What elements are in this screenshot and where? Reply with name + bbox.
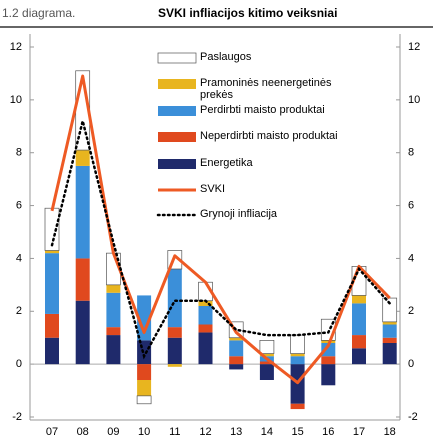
bar-segment	[167, 327, 182, 338]
bar-segment	[259, 353, 274, 357]
x-tick-label: 18	[384, 426, 396, 438]
legend-swatch	[158, 79, 196, 89]
y2-tick-label: 10	[408, 94, 420, 106]
x-tick-label: 08	[77, 426, 89, 438]
bar-segment	[229, 340, 244, 357]
y-tick-label: -2	[12, 411, 22, 423]
bar-segment	[229, 356, 244, 365]
bar-segment	[321, 356, 336, 365]
bar-segment	[382, 337, 397, 343]
bar-segment	[290, 403, 305, 410]
bar-segment	[290, 353, 305, 357]
bar-segment	[198, 324, 213, 333]
x-tick-label: 10	[138, 426, 150, 438]
legend-label: Energetika	[200, 157, 253, 169]
y2-tick-label: 8	[408, 147, 414, 159]
y-tick-label: 0	[16, 358, 22, 370]
legend-swatch	[158, 159, 196, 169]
bar-segment	[137, 295, 152, 341]
y2-tick-label: 6	[408, 199, 414, 211]
y2-tick-label: 0	[408, 358, 414, 370]
bar-segment	[75, 150, 90, 166]
y-tick-label: 12	[10, 41, 22, 53]
y2-tick-label: 12	[408, 41, 420, 53]
x-tick-label: 17	[353, 426, 365, 438]
figure-label: 1.2 diagrama.	[2, 6, 75, 20]
bar-segment	[352, 303, 366, 336]
legend-swatch	[158, 132, 196, 142]
y2-tick-label: 2	[408, 305, 414, 317]
bar-segment	[106, 335, 121, 365]
bar-segment	[45, 250, 59, 254]
x-tick-label: 15	[291, 426, 303, 438]
bar-segment	[352, 335, 366, 349]
bar-segment	[198, 332, 213, 365]
y2-tick-label: 4	[408, 252, 414, 264]
bar-segment	[106, 327, 121, 336]
legend-label: Paslaugos	[200, 51, 252, 63]
bar-segment	[352, 348, 366, 365]
x-tick-label: 11	[169, 426, 180, 438]
bar-segment	[136, 395, 152, 405]
chart-title: SVKI infliacijos kitimo veiksniai	[158, 6, 337, 20]
bar-segment	[290, 334, 305, 354]
line	[50, 74, 391, 385]
legend-label: Neperdirbti maisto produktai	[200, 130, 338, 142]
bar-segment	[75, 165, 90, 259]
bar-segment	[75, 300, 90, 365]
x-tick-label: 13	[230, 426, 242, 438]
y-tick-label: 4	[16, 252, 22, 264]
x-tick-label: 12	[199, 426, 211, 438]
y-tick-label: 8	[16, 147, 22, 159]
bar-segment	[198, 300, 213, 306]
bar-segment	[167, 269, 182, 328]
bar-segment	[229, 337, 244, 341]
bar-segment	[229, 364, 244, 370]
x-tick-label: 09	[107, 426, 119, 438]
bar-segment	[45, 253, 59, 314]
bar-segment	[137, 364, 152, 380]
bar-segment	[259, 340, 275, 354]
legend-label: Grynoji infliacija	[200, 208, 278, 220]
y2-tick-label: -2	[408, 411, 418, 423]
x-tick-label: 07	[46, 426, 58, 438]
x-tick-label: 16	[322, 426, 334, 438]
bar-segment	[167, 337, 182, 365]
bar-segment	[106, 292, 121, 328]
bar-segment	[45, 313, 59, 338]
y-tick-label: 10	[10, 94, 22, 106]
bar-segment	[75, 258, 90, 301]
bar-segment	[198, 306, 213, 325]
legend-label: Perdirbti maisto produktai	[200, 104, 325, 116]
bar-segment	[382, 324, 397, 338]
legend-label: SVKI	[200, 183, 226, 195]
bar-segment	[382, 343, 397, 365]
bar-segment	[321, 364, 336, 386]
dotted-line	[50, 120, 391, 360]
bar-segment	[45, 337, 59, 365]
bar-segment	[259, 361, 274, 365]
bar-segment	[106, 284, 121, 293]
bar-segment	[321, 343, 336, 357]
y-tick-label: 2	[16, 305, 22, 317]
legend-swatch	[157, 52, 197, 64]
legend-label: Pramoninės neenergetinės prekės	[200, 77, 332, 101]
bar-segment	[259, 364, 274, 380]
y-tick-label: 6	[16, 199, 22, 211]
bar-segment	[167, 364, 182, 367]
bar-segment	[137, 380, 152, 396]
bar-segment	[137, 340, 152, 365]
bar-segment	[290, 356, 305, 365]
bar-segment	[382, 321, 397, 325]
bar-segment	[352, 295, 366, 304]
legend-swatch	[158, 106, 196, 116]
x-tick-label: 14	[261, 426, 273, 438]
